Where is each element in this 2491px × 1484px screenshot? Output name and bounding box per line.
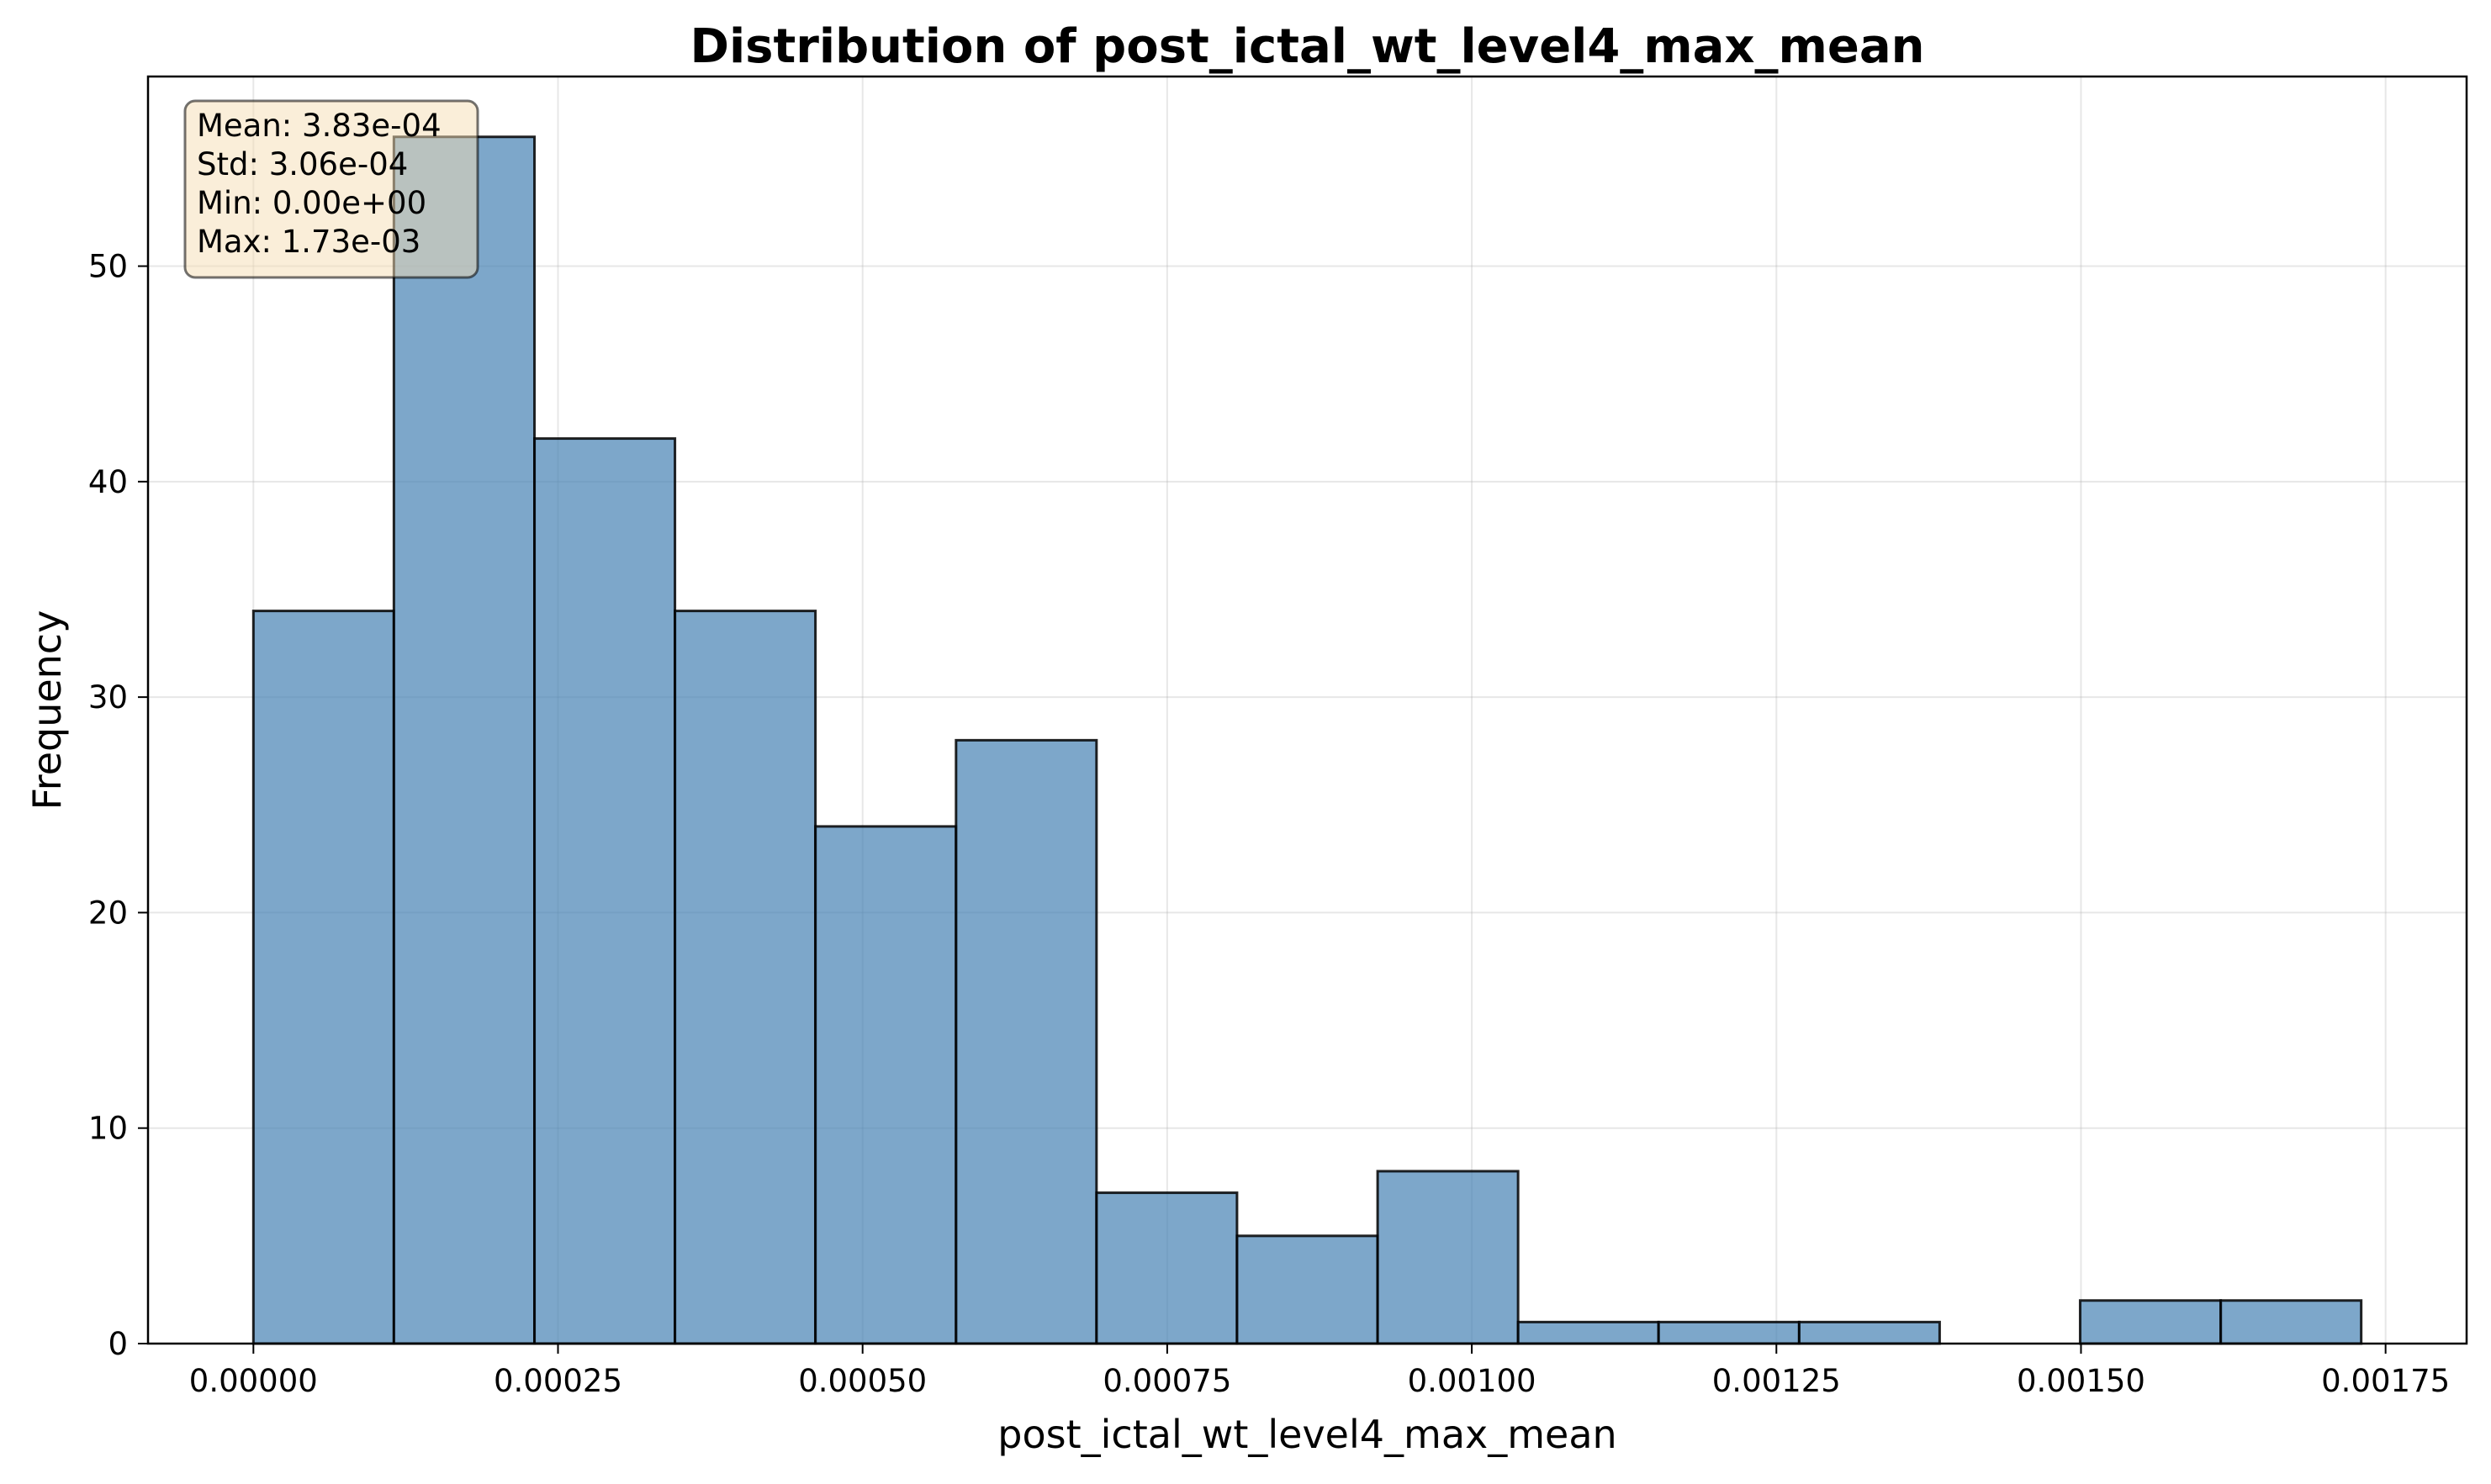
- stats-mean-text: Mean: 3.83e-04: [197, 108, 442, 144]
- histogram-bar-6: [1095, 1191, 1239, 1345]
- histogram-bar-13: [2078, 1299, 2223, 1345]
- histogram-bar-10: [1657, 1320, 1801, 1345]
- histogram-bar-3: [674, 610, 817, 1345]
- x-tick-label: 0.00000: [189, 1363, 318, 1399]
- histogram-bar-5: [955, 738, 1098, 1345]
- histogram-bar-11: [1797, 1320, 1941, 1345]
- y-tick-label: 40: [88, 464, 128, 500]
- x-tick-label: 0.00100: [1408, 1363, 1536, 1399]
- x-tick-label: 0.00025: [494, 1363, 622, 1399]
- histogram-bar-2: [533, 437, 677, 1345]
- y-tick-label: 0: [108, 1326, 128, 1362]
- histogram-bar-8: [1376, 1170, 1520, 1345]
- x-tick-label: 0.00050: [798, 1363, 927, 1399]
- stats-box-background: [183, 99, 479, 279]
- x-axis-label: post_ictal_wt_level4_max_mean: [997, 1412, 1616, 1457]
- bars-layer: [251, 135, 2363, 1345]
- y-tick-label: 50: [88, 249, 128, 285]
- x-tick-label: 0.00075: [1103, 1363, 1231, 1399]
- ticks-layer: 0.00000 0.00025 0.00050 0.00075 0.00100 0.001…: [88, 249, 2450, 1399]
- chart-title: Distribution of post_ictal_wt_level4_max…: [690, 19, 1924, 74]
- y-tick-label: 20: [88, 895, 128, 931]
- y-tick-label: 30: [88, 679, 128, 716]
- stats-min-text: Min: 0.00e+00: [197, 185, 426, 221]
- stats-max-text: Max: 1.73e-03: [197, 224, 420, 260]
- stats-std-text: Std: 3.06e-04: [197, 146, 408, 182]
- y-axis-label: Frequency: [24, 610, 70, 811]
- histogram-bar-4: [814, 825, 958, 1345]
- x-tick-label: 0.00150: [2017, 1363, 2145, 1399]
- histogram-bar-14: [2219, 1299, 2363, 1345]
- stats-box: Mean: 3.83e-04 Std: 3.06e-04 Min: 0.00e+…: [183, 99, 479, 279]
- histogram-bar-9: [1516, 1320, 1660, 1345]
- histogram-bar-1: [392, 135, 537, 1345]
- plot-frame: [146, 75, 2468, 1345]
- x-tick-label: 0.00125: [1712, 1363, 1841, 1399]
- y-tick-label: 10: [88, 1111, 128, 1147]
- x-tick-label: 0.00175: [2321, 1363, 2450, 1399]
- histogram-bar-7: [1235, 1234, 1379, 1345]
- histogram-bar-0: [251, 610, 395, 1345]
